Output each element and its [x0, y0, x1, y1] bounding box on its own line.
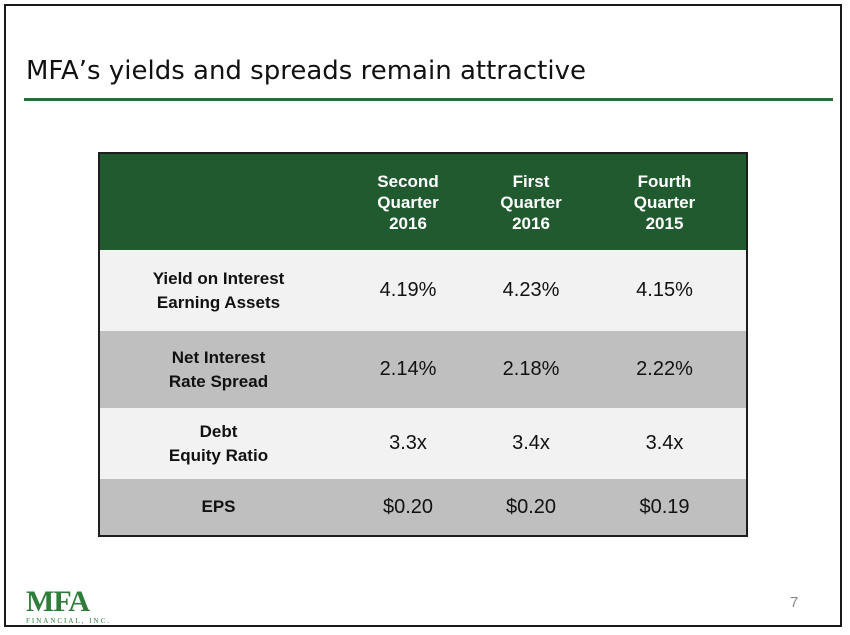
row-label: Yield on Interest Earning Assets	[99, 250, 337, 331]
row-label-line: EPS	[201, 497, 236, 516]
column-header-first-quarter-2016: First Quarter 2016	[479, 153, 583, 250]
row-label: EPS	[99, 479, 337, 536]
table-cell: 4.23%	[479, 250, 583, 331]
row-label-line: Debt	[199, 421, 238, 441]
column-header-fourth-quarter-2015: Fourth Quarter 2015	[583, 153, 747, 250]
row-label: Debt Equity Ratio	[99, 408, 337, 479]
row-label-line: Equity Ratio	[168, 445, 269, 465]
metrics-table: Second Quarter 2016 First Quarter 2016 F…	[98, 152, 748, 537]
table-row-yield: Yield on Interest Earning Assets 4.19% 4…	[99, 250, 747, 331]
row-label: Net Interest Rate Spread	[99, 331, 337, 408]
table-cell: $0.20	[479, 479, 583, 536]
table-cell: 4.19%	[337, 250, 479, 331]
column-header-line: 2016	[389, 213, 427, 233]
column-header-line: Quarter	[377, 192, 439, 212]
company-logo: MFA FINANCIAL, INC.	[26, 585, 118, 626]
column-header-line: 2016	[512, 213, 550, 233]
table-cell: 2.14%	[337, 331, 479, 408]
page-number: 7	[790, 594, 799, 611]
table-cell: 2.18%	[479, 331, 583, 408]
table-cell: 4.15%	[583, 250, 747, 331]
table-cell: 3.4x	[479, 408, 583, 479]
row-label-line: Yield on Interest	[152, 268, 285, 288]
table-header-row: Second Quarter 2016 First Quarter 2016 F…	[99, 153, 747, 250]
column-header-line: Quarter	[633, 192, 696, 212]
table-cell: 2.22%	[583, 331, 747, 408]
slide-title: MFA’s yields and spreads remain attracti…	[26, 56, 586, 86]
row-label-line: Earning Assets	[156, 292, 281, 312]
column-header-line: Quarter	[500, 192, 562, 212]
column-header-line: Fourth	[637, 171, 692, 191]
title-divider	[24, 98, 833, 101]
table-cell: $0.20	[337, 479, 479, 536]
column-header-line: 2015	[645, 213, 684, 233]
table-row-debt-equity: Debt Equity Ratio 3.3x 3.4x 3.4x	[99, 408, 747, 479]
row-label-line: Rate Spread	[168, 371, 269, 391]
table-cell: $0.19	[583, 479, 747, 536]
logo-mark: MFA	[26, 585, 90, 618]
column-header-line: First	[512, 171, 550, 191]
table-row-eps: EPS $0.20 $0.20 $0.19	[99, 479, 747, 536]
logo-subtitle: FINANCIAL, INC.	[26, 617, 112, 625]
table-cell: 3.4x	[583, 408, 747, 479]
table-row-spread: Net Interest Rate Spread 2.14% 2.18% 2.2…	[99, 331, 747, 408]
table-cell: 3.3x	[337, 408, 479, 479]
column-header-line: Second	[377, 171, 439, 191]
row-label-line: Net Interest	[171, 347, 266, 367]
header-empty-cell	[99, 153, 337, 250]
column-header-second-quarter-2016: Second Quarter 2016	[337, 153, 479, 250]
